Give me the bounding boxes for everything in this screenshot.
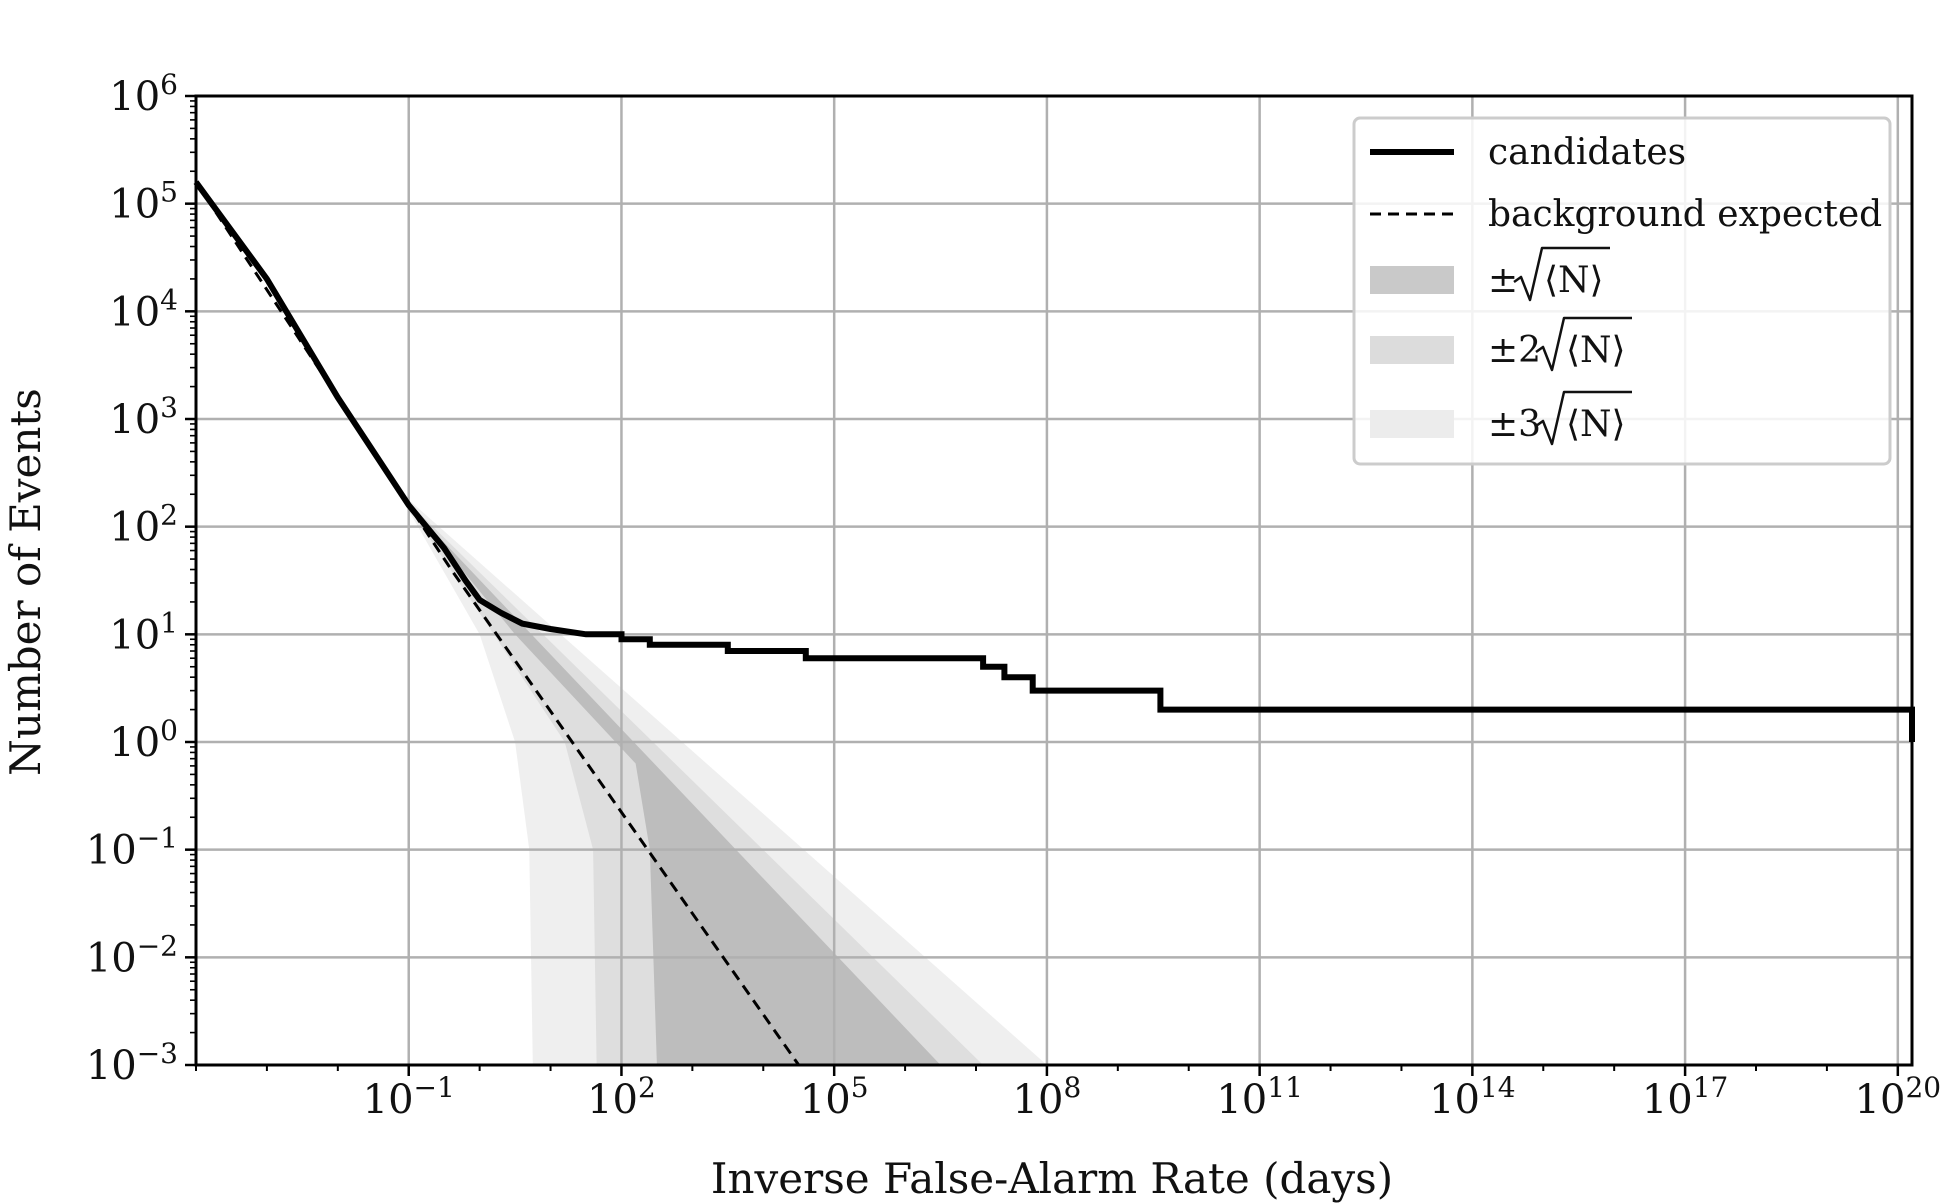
- y-tick-label: 10−2: [86, 929, 178, 981]
- x-tick-label-base: 10: [1429, 1077, 1480, 1123]
- uncertainty-bands: [408, 499, 1047, 1066]
- x-tick-label-exponent: 2: [638, 1071, 656, 1104]
- y-tick-label-base: 10: [109, 182, 160, 228]
- x-tick-label-exponent: 5: [851, 1071, 869, 1104]
- legend-entry-4-symbol: ⟨N⟩: [1566, 330, 1626, 371]
- y-tick-label-base: 10: [86, 1043, 137, 1089]
- legend-entry-3-label: ±: [1488, 260, 1518, 301]
- legend-entry-5-handle: [1370, 410, 1454, 438]
- x-tick-label-base: 10: [1642, 1077, 1693, 1123]
- y-tick-label-base: 10: [109, 505, 160, 551]
- y-tick-label-exponent: −1: [137, 822, 178, 855]
- tick-labels: 10−1 102 105 108 1011 1014 1017 102010−310−210−…: [86, 68, 1941, 1123]
- x-tick-label-exponent: 20: [1905, 1071, 1941, 1104]
- y-tick-label: 10−1: [86, 822, 178, 874]
- x-tick-label-exponent: 17: [1693, 1071, 1729, 1104]
- y-axis-title: Number of Events: [1, 388, 50, 776]
- x-tick-label: 1017: [1642, 1071, 1729, 1123]
- series-background-expected: [194, 181, 800, 1066]
- y-tick-label-base: 10: [86, 828, 137, 874]
- y-tick-label-exponent: −3: [137, 1037, 178, 1070]
- y-tick-label: 103: [109, 391, 178, 443]
- y-tick-label: 106: [109, 68, 178, 120]
- axes: [185, 94, 1914, 1076]
- y-tick-label-exponent: 3: [160, 391, 178, 424]
- x-tick-label-base: 10: [587, 1077, 638, 1123]
- x-tick-label-base: 10: [1013, 1077, 1064, 1123]
- x-tick-label: 10−1: [363, 1071, 455, 1123]
- x-tick-label: 1014: [1429, 1071, 1516, 1123]
- y-tick-label: 10−3: [86, 1037, 178, 1089]
- legend-entry-5-label: ±3: [1488, 404, 1541, 445]
- y-tick-label: 104: [109, 283, 178, 335]
- legend-entry-1-label: candidates: [1488, 132, 1686, 173]
- legend-entry-3-radical: [1513, 246, 1610, 302]
- y-tick-label-base: 10: [109, 612, 160, 658]
- legend-entry-4-radical: [1535, 316, 1632, 372]
- x-tick-label-base: 10: [1216, 1077, 1267, 1123]
- y-tick-label: 101: [109, 606, 178, 658]
- series-candidates: [193, 180, 1915, 742]
- x-tick-label: 108: [1013, 1071, 1082, 1123]
- y-tick-label: 102: [109, 499, 178, 551]
- legend-entry-5-radical: [1535, 390, 1632, 446]
- x-tick-label-base: 10: [1855, 1077, 1906, 1123]
- legend-entry-5-symbol: ⟨N⟩: [1566, 404, 1626, 445]
- legend-entry-3-handle: [1370, 266, 1454, 294]
- data-series: [193, 180, 1915, 1066]
- band-1: [408, 499, 1047, 1065]
- y-tick-label: 100: [109, 714, 178, 766]
- legend-entry-4-label: ±2: [1488, 330, 1541, 371]
- y-tick-label-base: 10: [109, 289, 160, 335]
- plot-frame: [194, 94, 1914, 1067]
- y-tick-label-exponent: 5: [160, 176, 178, 209]
- y-tick-label-base: 10: [86, 935, 137, 981]
- x-tick-label-exponent: 14: [1480, 1071, 1516, 1104]
- y-tick-label-exponent: −2: [137, 929, 178, 962]
- x-tick-label: 102: [587, 1071, 656, 1123]
- x-tick-label-base: 10: [800, 1077, 851, 1123]
- y-tick-label-exponent: 0: [160, 714, 178, 747]
- x-axis-title: Inverse False-Alarm Rate (days): [711, 1154, 1393, 1203]
- x-tick-label: 1020: [1855, 1071, 1942, 1123]
- y-tick-label-exponent: 4: [160, 283, 178, 316]
- y-tick-label: 105: [109, 176, 178, 228]
- y-tick-label-base: 10: [109, 397, 160, 443]
- y-tick-label-exponent: 2: [160, 499, 178, 532]
- band-2: [408, 502, 984, 1066]
- x-tick-label-exponent: 8: [1063, 1071, 1081, 1104]
- y-tick-label-base: 10: [109, 720, 160, 766]
- x-tick-label: 1011: [1216, 1071, 1303, 1123]
- x-tick-label: 105: [800, 1071, 869, 1123]
- band-3: [408, 505, 941, 1066]
- y-tick-label-base: 10: [109, 74, 160, 120]
- legend-entry-2-label: background expected: [1488, 194, 1882, 235]
- y-tick-label-exponent: 1: [160, 606, 178, 639]
- x-tick-label-base: 10: [363, 1077, 414, 1123]
- legend-entry-4-handle: [1370, 336, 1454, 364]
- legend-entry-3-symbol: ⟨N⟩: [1544, 260, 1604, 301]
- x-tick-label-exponent: 11: [1267, 1071, 1303, 1104]
- legend-box: [1352, 116, 1892, 466]
- y-tick-label-exponent: 6: [160, 68, 178, 101]
- x-tick-label-exponent: −1: [414, 1071, 455, 1104]
